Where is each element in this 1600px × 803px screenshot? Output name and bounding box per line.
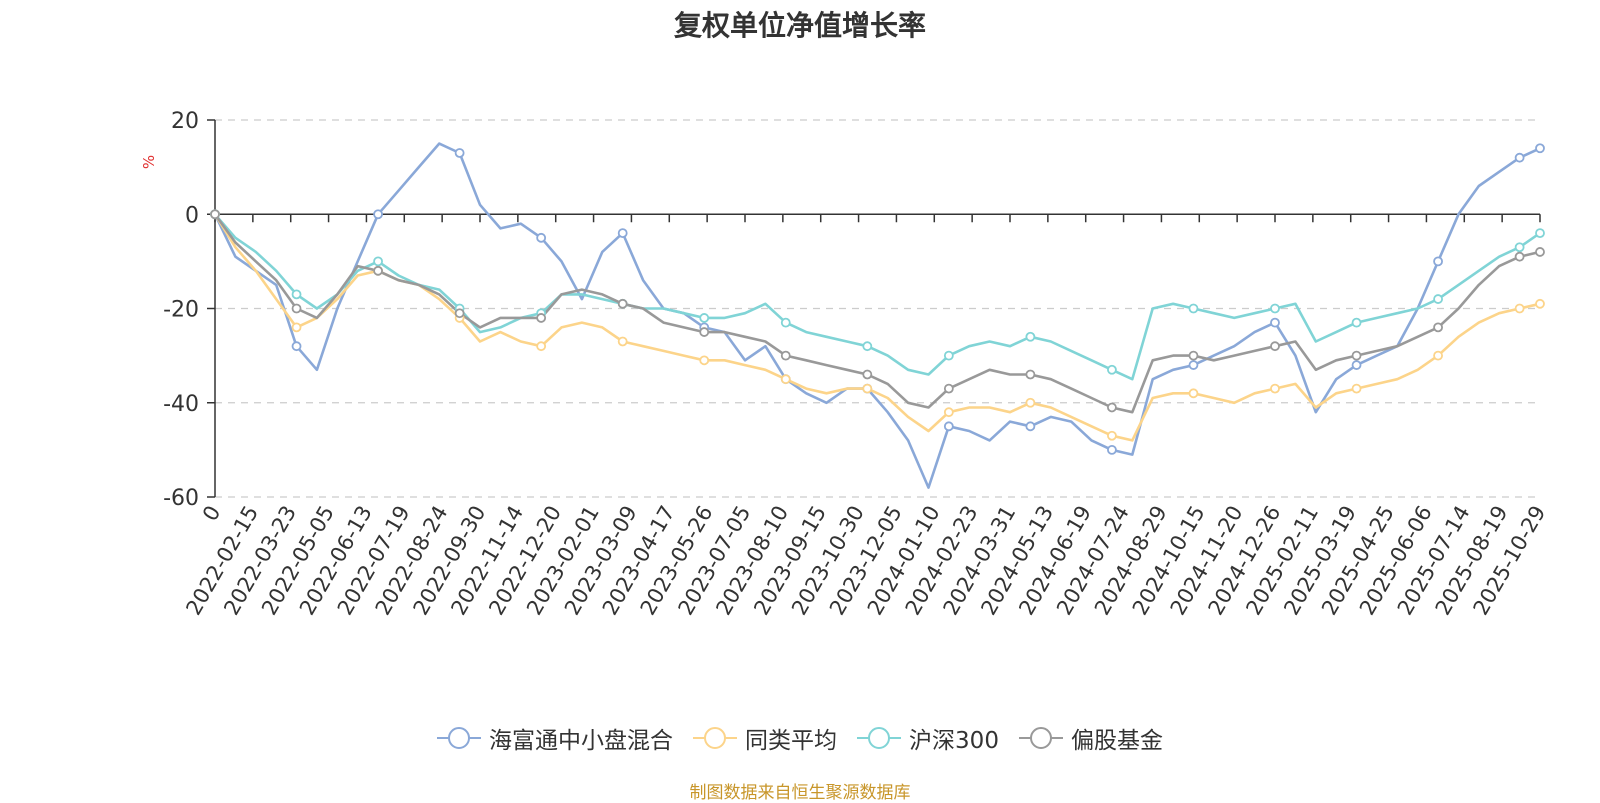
data-point-2-60	[1433, 294, 1443, 304]
data-point-1-52	[1270, 383, 1280, 394]
data-point-0-12	[454, 148, 465, 158]
data-point-3-8	[373, 265, 383, 276]
marker-layer	[210, 143, 1545, 455]
y-tick-label-3: -40	[163, 392, 199, 417]
data-point-0-4	[291, 341, 302, 352]
axis-layer: 200-20-40-6002022-02-152022-03-232022-05…	[163, 109, 1550, 619]
y-tick-label-1: 0	[185, 203, 199, 228]
data-point-0-16	[536, 232, 547, 243]
data-point-1-4	[291, 322, 302, 333]
data-point-3-16	[536, 313, 547, 323]
data-point-1-64	[1514, 303, 1525, 314]
data-point-0-8	[373, 209, 383, 220]
series-line-1	[213, 213, 1542, 442]
y-tick-label-4: -60	[163, 486, 199, 511]
data-point-3-12	[454, 308, 465, 319]
data-point-1-24	[699, 355, 710, 366]
data-point-0-56	[1351, 360, 1362, 370]
grid-layer	[215, 119, 1540, 498]
y-tick-label-2: -20	[163, 298, 199, 323]
data-point-2-65	[1535, 228, 1545, 239]
data-point-3-40	[1025, 369, 1036, 380]
data-point-3-20	[617, 298, 628, 309]
data-point-1-36	[943, 407, 954, 418]
data-point-3-24	[699, 327, 710, 337]
legend-item-equity-fund[interactable]: 偏股基金	[1018, 721, 1163, 755]
data-point-1-44	[1107, 430, 1117, 441]
data-point-0-40	[1025, 421, 1036, 432]
data-point-2-44	[1107, 364, 1117, 375]
data-point-1-28	[780, 374, 791, 385]
legend-label-equity-fund: 偏股基金	[1070, 728, 1163, 754]
data-point-2-56	[1351, 317, 1362, 328]
data-point-3-28	[780, 350, 791, 361]
data-point-1-32	[862, 383, 873, 394]
chart-legend: 海富通中小盘混合 同类平均 沪深300 偏股基金	[0, 721, 1600, 755]
data-point-3-65	[1535, 247, 1545, 257]
data-point-3-4	[291, 303, 302, 314]
legend-label-csi300: 沪深300	[909, 728, 999, 754]
data-point-2-4	[291, 289, 302, 300]
data-point-3-0	[210, 209, 220, 220]
data-point-3-60	[1433, 322, 1443, 333]
data-point-2-64	[1514, 242, 1525, 253]
data-point-2-8	[373, 256, 383, 267]
legend-label-category-average: 同类平均	[745, 728, 838, 754]
y-tick-label-0: 20	[171, 109, 199, 134]
data-point-2-32	[862, 341, 873, 352]
legend-swatch-category-average	[693, 727, 738, 749]
data-point-2-48	[1188, 303, 1199, 314]
data-point-0-48	[1188, 360, 1199, 370]
legend-item-haifutong[interactable]: 海富通中小盘混合	[437, 721, 673, 755]
legend-swatch-haifutong	[437, 727, 482, 749]
data-point-2-52	[1270, 303, 1280, 314]
legend-swatch-csi300	[857, 727, 902, 749]
data-point-3-48	[1188, 350, 1199, 361]
data-point-0-52	[1270, 317, 1280, 328]
data-source-note: 制图数据来自恒生聚源数据库	[689, 783, 911, 803]
data-point-0-64	[1514, 152, 1525, 163]
data-point-1-20	[617, 336, 628, 347]
data-point-1-60	[1433, 350, 1443, 361]
data-point-3-44	[1107, 402, 1117, 413]
x-tick-label-0: 0	[198, 502, 225, 526]
legend-swatch-equity-fund	[1018, 727, 1063, 749]
data-point-0-65	[1535, 143, 1545, 154]
series-line-2	[213, 213, 1542, 381]
data-point-3-52	[1270, 341, 1280, 352]
series-line-3	[213, 213, 1542, 414]
series-layer	[213, 142, 1542, 489]
data-point-0-44	[1107, 444, 1117, 455]
data-point-1-40	[1025, 397, 1036, 408]
legend-item-category-average[interactable]: 同类平均	[693, 721, 837, 755]
legend-label-haifutong: 海富通中小盘混合	[489, 728, 674, 754]
data-point-1-56	[1351, 383, 1362, 394]
data-point-2-36	[943, 350, 954, 361]
series-line-0	[213, 142, 1542, 489]
data-point-1-16	[536, 341, 547, 352]
legend-item-csi300[interactable]: 沪深300	[857, 721, 999, 755]
data-point-3-64	[1514, 251, 1525, 262]
data-point-0-36	[943, 421, 954, 432]
data-point-1-65	[1535, 298, 1545, 309]
data-point-0-20	[617, 228, 628, 239]
data-point-2-40	[1025, 331, 1036, 342]
y-axis-unit-label: %	[140, 155, 158, 169]
chart-title: 复权单位净值增长率	[673, 9, 926, 42]
data-point-3-56	[1351, 350, 1362, 361]
data-point-0-60	[1433, 256, 1443, 267]
data-point-3-32	[862, 369, 873, 380]
data-point-3-36	[943, 383, 954, 394]
data-point-2-28	[780, 317, 791, 328]
data-point-2-24	[699, 313, 710, 323]
data-point-1-48	[1188, 388, 1199, 399]
